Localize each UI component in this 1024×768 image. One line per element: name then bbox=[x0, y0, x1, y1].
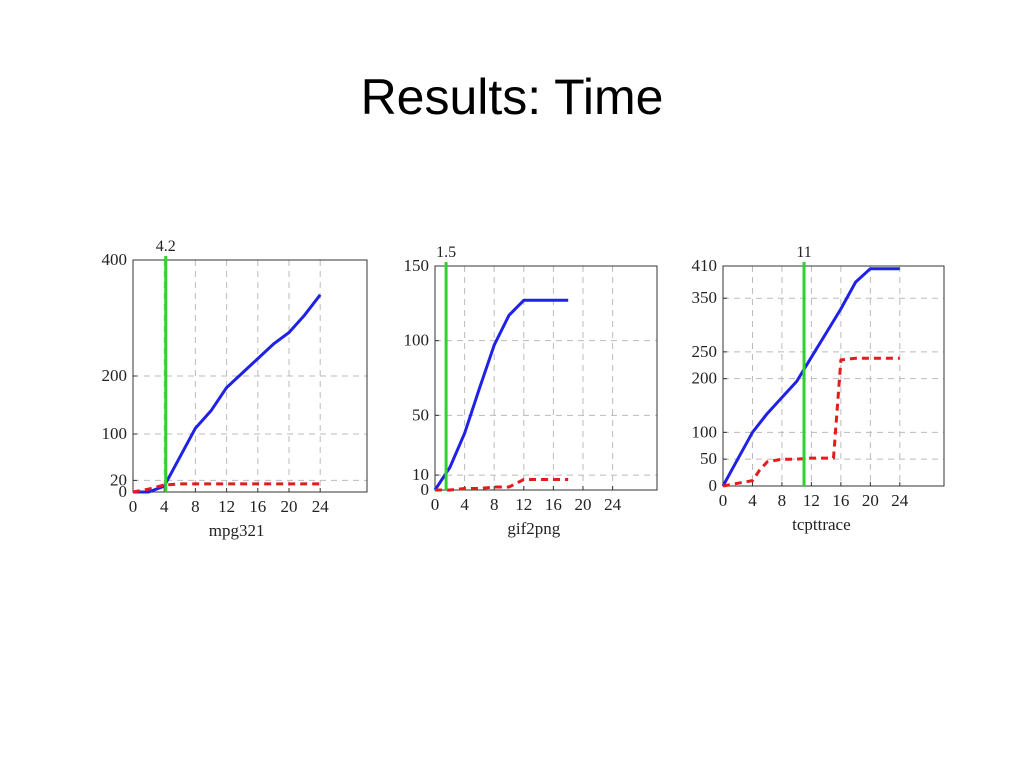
x-tick-label: 4 bbox=[460, 495, 469, 514]
y-tick-label: 0 bbox=[421, 480, 430, 499]
x-tick-label: 16 bbox=[249, 497, 266, 516]
y-tick-label: 150 bbox=[404, 256, 430, 275]
y-tick-label: 350 bbox=[692, 288, 718, 307]
x-tick-label: 24 bbox=[891, 491, 909, 510]
x-tick-label: 0 bbox=[431, 495, 440, 514]
x-axis-label: tcpttrace bbox=[792, 515, 851, 534]
series-line-red bbox=[435, 478, 569, 492]
series-line-red bbox=[722, 356, 900, 488]
chart-gif2png: 0 4 8 12 16 20 24 010 50 100 150 gif2png 1.5 bbox=[404, 244, 658, 538]
x-tick-label: 12 bbox=[515, 495, 532, 514]
marker-label: 4.2 bbox=[156, 238, 176, 255]
x-tick-label: 20 bbox=[575, 495, 592, 514]
marker-label: 1.5 bbox=[436, 244, 456, 261]
series-line-blue bbox=[433, 298, 569, 491]
y-tick-label: 410 bbox=[692, 256, 718, 275]
x-axis-label: gif2png bbox=[507, 519, 560, 538]
y-tick-label: 400 bbox=[102, 250, 128, 269]
x-tick-label: 24 bbox=[312, 497, 330, 516]
series-line-red bbox=[132, 482, 321, 494]
x-axis-label: mpg321 bbox=[209, 521, 265, 540]
plot-frame bbox=[722, 265, 945, 487]
x-tick-label: 8 bbox=[490, 495, 499, 514]
y-tick-label: 100 bbox=[404, 331, 430, 350]
plot-frame bbox=[434, 265, 658, 491]
x-tick-label: 4 bbox=[748, 491, 757, 510]
y-tick-label: 250 bbox=[692, 342, 718, 361]
x-tick-label: 0 bbox=[129, 497, 138, 516]
x-tick-label: 0 bbox=[719, 491, 728, 510]
y-tick-label: 10 bbox=[412, 465, 429, 484]
marker-label: 11 bbox=[796, 244, 811, 261]
y-tick-label: 100 bbox=[102, 424, 128, 443]
y-tick-label: 100 bbox=[692, 422, 718, 441]
series-line-blue bbox=[721, 267, 900, 487]
series-line-blue bbox=[133, 293, 322, 494]
y-tick-label: 0 bbox=[709, 476, 718, 495]
x-tick-label: 20 bbox=[281, 497, 298, 516]
y-tick-label: 20 bbox=[110, 470, 127, 489]
chart-tcpttrace: 0 4 8 12 16 20 24 0 50 100 200 250 350 410 tcpttrace 11 bbox=[692, 244, 945, 534]
y-tick-label: 50 bbox=[700, 449, 717, 468]
x-tick-label: 8 bbox=[778, 491, 787, 510]
x-tick-label: 24 bbox=[604, 495, 622, 514]
slide-title: Results: Time bbox=[360, 69, 664, 125]
x-tick-label: 20 bbox=[862, 491, 879, 510]
y-tick-label: 200 bbox=[102, 366, 128, 385]
y-tick-label: 50 bbox=[412, 405, 429, 424]
x-tick-label: 12 bbox=[218, 497, 235, 516]
x-tick-label: 8 bbox=[191, 497, 200, 516]
x-tick-label: 4 bbox=[160, 497, 169, 516]
x-tick-label: 16 bbox=[545, 495, 562, 514]
y-tick-label: 200 bbox=[692, 369, 718, 388]
x-tick-label: 12 bbox=[803, 491, 820, 510]
y-tick-label: 0 bbox=[119, 482, 128, 501]
x-tick-label: 16 bbox=[832, 491, 849, 510]
